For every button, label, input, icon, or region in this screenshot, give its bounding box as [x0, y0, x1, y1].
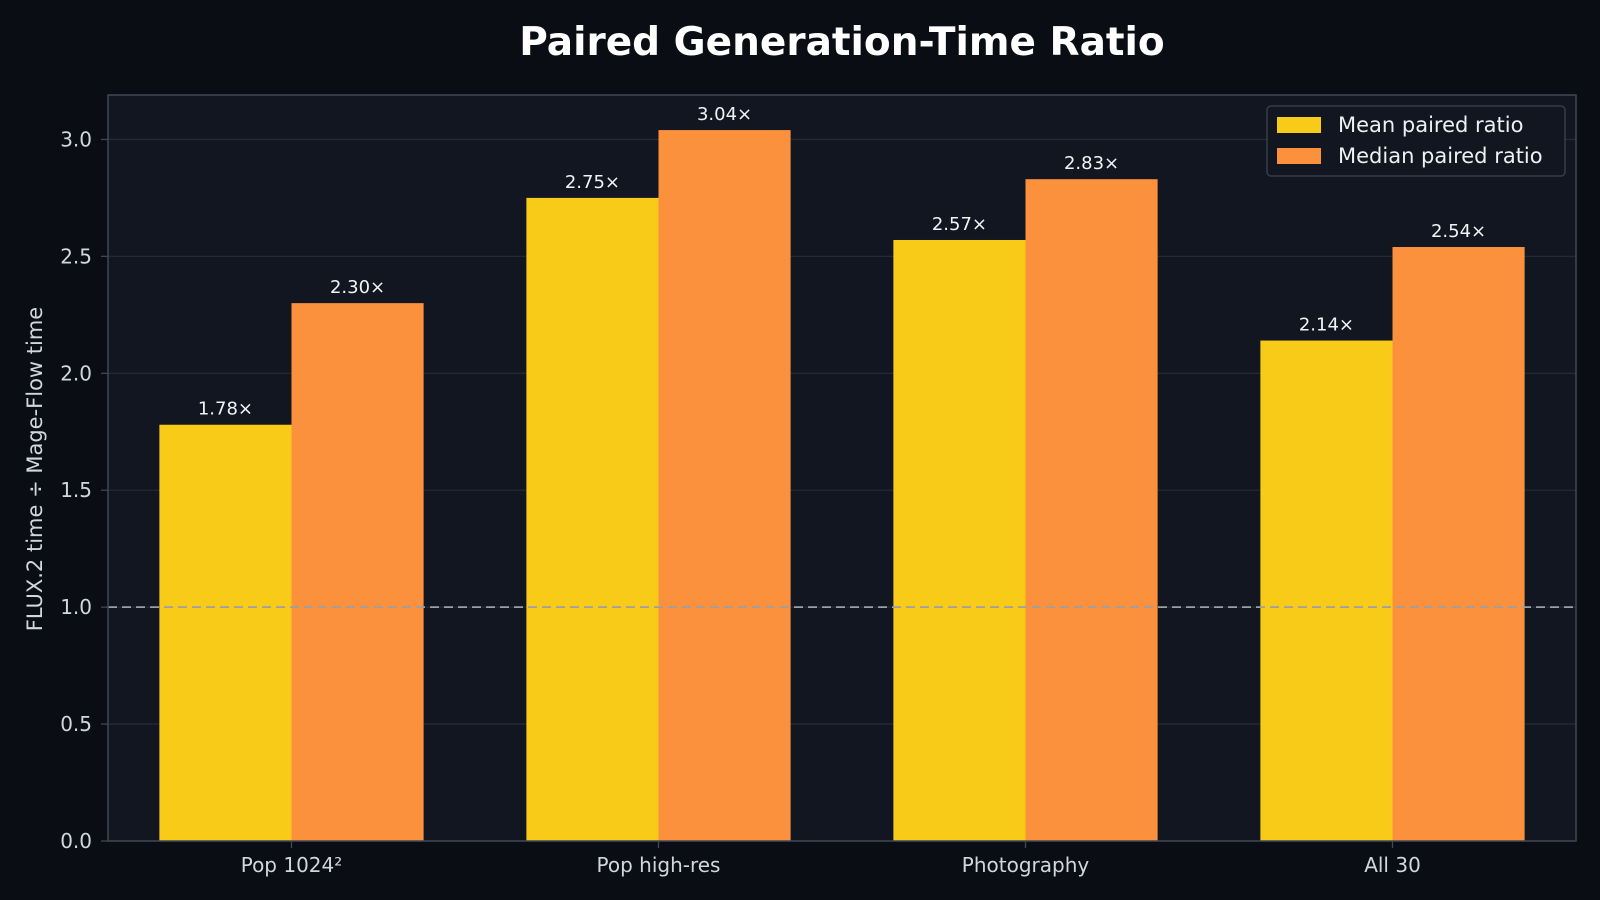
bar: [1025, 179, 1158, 841]
data-label: 2.75×: [565, 172, 620, 193]
legend-swatch: [1277, 148, 1321, 164]
data-label: 2.14×: [1299, 315, 1354, 336]
legend: Mean paired ratio Median paired ratio: [1266, 105, 1566, 177]
y-tick-label: 0.0: [60, 829, 92, 853]
data-label: 1.78×: [198, 399, 253, 420]
plot-frame: [107, 94, 1577, 842]
data-label: 2.54×: [1431, 221, 1486, 242]
y-tick-label: 0.5: [60, 712, 92, 736]
y-tick-label: 1.5: [60, 478, 92, 502]
x-tick-label: Pop 1024²: [241, 853, 343, 877]
legend-box: [1266, 105, 1566, 177]
bar: [526, 197, 659, 841]
bar: [1392, 247, 1525, 841]
x-tick-label: Pop high-res: [597, 853, 721, 877]
bar: [291, 303, 424, 841]
y-tick-label: 2.5: [60, 244, 92, 268]
y-tick-label: 2.0: [60, 361, 92, 385]
legend-label: Median paired ratio: [1338, 144, 1543, 168]
legend-swatch: [1277, 117, 1321, 133]
legend-label: Mean paired ratio: [1338, 113, 1523, 137]
bar: [1260, 340, 1393, 841]
plot-area: 0.0 0.5 1.0 1.5 2.0 2.5 3.0 1.78× 2.30× Pop 1024²…: [60, 94, 1577, 877]
data-label: 2.30×: [330, 277, 385, 298]
bar: [159, 424, 292, 841]
x-tick-label: Photography: [962, 853, 1090, 877]
data-label: 3.04×: [697, 104, 752, 125]
bar: [658, 130, 791, 841]
y-tick-label: 1.0: [60, 595, 92, 619]
y-tick-label: 3.0: [60, 127, 92, 151]
x-tick-label: All 30: [1364, 853, 1421, 877]
chart-title: Paired Generation-Time Ratio: [519, 20, 1164, 65]
data-label: 2.83×: [1064, 153, 1119, 174]
data-label: 2.57×: [932, 214, 987, 235]
y-axis-label: FLUX.2 time ÷ Mage-Flow time: [23, 307, 47, 631]
bar: [893, 239, 1026, 841]
